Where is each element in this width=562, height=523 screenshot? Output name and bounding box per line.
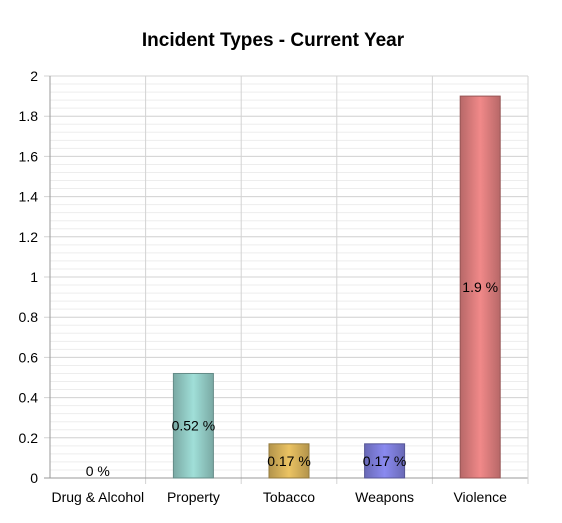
y-tick-label: 0.4 <box>19 390 39 406</box>
bar[interactable] <box>364 443 406 479</box>
data-label: 0 % <box>86 463 110 479</box>
data-labels: 0 % 0.52 % 0.17 % 0.17 % 1.9 % <box>86 279 498 479</box>
y-tick-label: 0.2 <box>19 430 39 446</box>
data-label: 1.9 % <box>462 279 498 295</box>
y-tick-label: 1.6 <box>19 148 39 164</box>
y-tick-label: 0 <box>30 470 38 486</box>
y-tick-label: 1.4 <box>19 189 39 205</box>
y-tick-label: 0.8 <box>19 309 39 325</box>
y-tick-label: 1.2 <box>19 229 39 245</box>
x-tick-labels: Drug & Alcohol Property Tobacco Weapons Viol… <box>51 489 507 505</box>
major-gridlines <box>44 75 528 484</box>
data-label: 0.52 % <box>172 418 216 434</box>
x-tick-label: Weapons <box>355 489 414 505</box>
x-tick-label: Property <box>167 489 220 505</box>
bar[interactable] <box>459 95 501 479</box>
y-tick-label: 1.8 <box>19 108 39 124</box>
axes <box>44 76 529 484</box>
x-tick-label: Drug & Alcohol <box>51 489 144 505</box>
chart-title: Incident Types - Current Year <box>141 30 405 51</box>
y-tick-labels: 0 0.2 0.4 0.6 0.8 1 1.2 1.4 1.6 1.8 2 <box>19 68 39 486</box>
y-tick-label: 0.6 <box>19 349 39 365</box>
bars <box>172 95 501 479</box>
x-tick-label: Tobacco <box>263 489 315 505</box>
y-tick-label: 2 <box>30 68 38 84</box>
y-tick-label: 1 <box>30 269 38 285</box>
data-label: 0.17 % <box>267 453 311 469</box>
bar[interactable] <box>268 443 310 479</box>
bar[interactable] <box>172 372 214 479</box>
x-tick-label: Violence <box>453 489 507 505</box>
data-label: 0.17 % <box>363 453 407 469</box>
